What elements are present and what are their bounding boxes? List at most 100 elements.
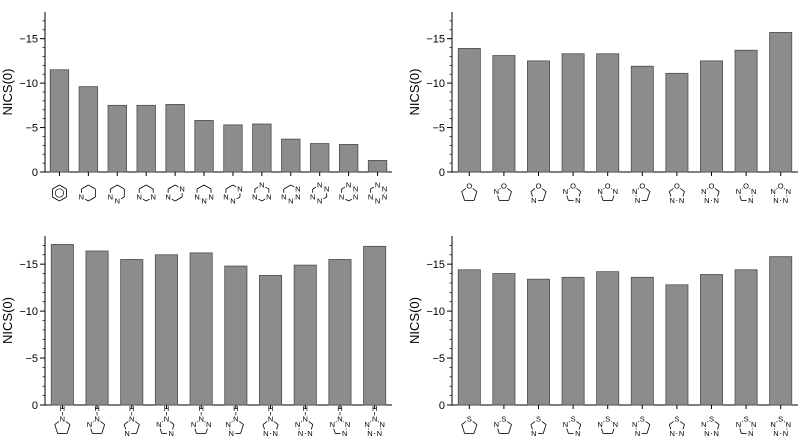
bar bbox=[194, 120, 214, 173]
ring-bond bbox=[65, 421, 71, 425]
molecule-icon: SN bbox=[494, 415, 512, 434]
bar bbox=[293, 264, 317, 406]
ring-bond bbox=[739, 428, 742, 434]
ring-bond bbox=[714, 188, 720, 192]
atom-label: N bbox=[669, 196, 674, 205]
y-tick-label: −15 bbox=[426, 34, 445, 46]
bar bbox=[630, 65, 654, 173]
atom-label: O bbox=[605, 182, 611, 191]
ring-bond bbox=[566, 195, 569, 201]
ring-bond bbox=[645, 421, 651, 425]
bar bbox=[252, 123, 272, 173]
bar bbox=[367, 160, 388, 173]
ring-bond bbox=[603, 188, 605, 190]
ring-bond bbox=[341, 186, 346, 190]
molecule-icon: ONN bbox=[563, 182, 582, 205]
atom-label: N bbox=[273, 429, 278, 438]
atom-label: N bbox=[679, 196, 684, 205]
atom-label: N bbox=[713, 196, 718, 205]
atom-label: N bbox=[632, 187, 637, 196]
ring-bond bbox=[568, 421, 570, 423]
ring-bond bbox=[343, 421, 345, 423]
ring-bond bbox=[680, 188, 685, 192]
y-tick-label: 0 bbox=[439, 167, 445, 179]
atom-label: O bbox=[778, 182, 784, 191]
atom-label: N bbox=[303, 415, 308, 424]
atom-label: N bbox=[191, 420, 196, 429]
y-tick-label: −15 bbox=[19, 34, 38, 46]
ring-bond bbox=[204, 421, 206, 423]
atom-label: N bbox=[194, 193, 199, 202]
ring-bond bbox=[568, 188, 570, 190]
atom-label: N bbox=[307, 429, 312, 438]
molecule-icon: N N NNN bbox=[368, 181, 387, 206]
ring-bond bbox=[205, 428, 208, 434]
atom-label: N bbox=[531, 196, 536, 205]
atom-label: S bbox=[467, 415, 472, 424]
ring-bond bbox=[637, 188, 640, 190]
atom-label: N bbox=[635, 429, 640, 438]
bar bbox=[700, 60, 723, 173]
bar bbox=[136, 104, 156, 173]
atom-label: N bbox=[310, 193, 315, 202]
y-tick-label: −5 bbox=[432, 123, 445, 135]
atom-label: N bbox=[713, 429, 718, 438]
ring-bond bbox=[717, 191, 720, 197]
y-axis-label: NICS(0) bbox=[407, 69, 422, 116]
bar bbox=[596, 53, 620, 173]
ring-bond bbox=[254, 186, 259, 190]
atom-label: H bbox=[268, 404, 273, 413]
molecule-icon: ONN bbox=[632, 182, 651, 205]
ring-bond bbox=[530, 424, 533, 430]
ring-bond bbox=[776, 421, 778, 423]
atom-label: N bbox=[233, 415, 238, 424]
ring-bond bbox=[142, 198, 147, 202]
atom-label: N bbox=[226, 420, 231, 429]
ring-bond bbox=[172, 424, 175, 430]
atom-label: N bbox=[353, 193, 358, 202]
ring-bond bbox=[240, 424, 244, 434]
atom-label: N bbox=[129, 415, 134, 424]
ring-bond bbox=[541, 188, 547, 192]
ring-bond bbox=[612, 428, 615, 434]
ring-bond bbox=[81, 184, 89, 190]
ring-bond bbox=[637, 421, 640, 423]
ring-bond bbox=[576, 188, 581, 192]
molecule-icon: ON bbox=[494, 182, 512, 201]
y-tick-label: −10 bbox=[426, 78, 445, 90]
y-tick-label: −5 bbox=[25, 123, 38, 135]
y-tick-label: −15 bbox=[426, 259, 445, 271]
atom-label: N bbox=[575, 429, 580, 438]
ring-bond bbox=[576, 421, 581, 425]
atom-label: N bbox=[288, 197, 293, 206]
atom-label: N bbox=[773, 196, 778, 205]
atom-label: N bbox=[201, 197, 206, 206]
bar bbox=[630, 276, 654, 406]
ring-bond bbox=[680, 421, 685, 425]
ring-bond bbox=[542, 424, 547, 434]
ring-bond bbox=[776, 188, 778, 190]
atom-label: S bbox=[778, 415, 783, 424]
y-tick-label: −15 bbox=[19, 259, 38, 271]
ring-bond bbox=[507, 188, 512, 192]
atom-label: N bbox=[786, 420, 791, 429]
atom-label: N bbox=[317, 181, 322, 190]
ring-bond bbox=[88, 184, 96, 190]
ring-bond bbox=[167, 184, 176, 190]
atom-label: N bbox=[94, 415, 99, 424]
y-tick-label: −5 bbox=[432, 353, 445, 365]
atom-label: N bbox=[317, 197, 322, 206]
molecule-icon: NHN bbox=[87, 404, 106, 434]
atom-label: N bbox=[679, 429, 684, 438]
ring-bond bbox=[236, 196, 241, 200]
atom-label: N bbox=[382, 193, 387, 202]
ring-bond bbox=[707, 188, 709, 190]
ring-bond bbox=[578, 191, 582, 197]
atom-label: H bbox=[94, 404, 99, 413]
